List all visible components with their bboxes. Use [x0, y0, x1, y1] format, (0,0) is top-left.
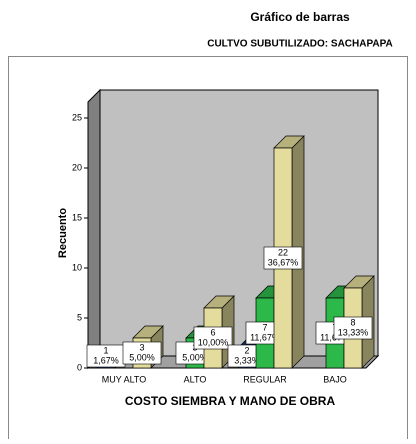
- data-label-percent: 5,00%: [129, 352, 155, 362]
- data-label-count: 3: [139, 342, 144, 352]
- data-label-box: [122, 341, 162, 365]
- x-axis-label: COSTO SIEMBRA Y MANO DE OBRA: [125, 394, 336, 408]
- y-tick-label: 25: [72, 112, 82, 122]
- data-label-percent: 11,67%: [250, 332, 280, 342]
- data-label-count: 6: [210, 327, 215, 337]
- data-label-percent: 13,33%: [338, 327, 369, 337]
- x-tick-label: ALTO: [184, 374, 207, 384]
- data-label-count: 1: [103, 345, 108, 355]
- chart-title: Gráfico de barras: [250, 10, 350, 24]
- data-label-box: [193, 326, 233, 350]
- side-wall: [87, 88, 101, 370]
- data-label-count: 7: [262, 322, 267, 332]
- data-label-box: [263, 246, 303, 270]
- data-label-percent: 5,00%: [182, 352, 208, 362]
- data-label-percent: 36,67%: [268, 257, 299, 267]
- y-tick-label: 0: [77, 362, 82, 372]
- x-tick-label: MUY ALTO: [102, 374, 147, 384]
- x-tick-label: BAJO: [323, 374, 347, 384]
- data-label-box: [333, 316, 373, 340]
- data-label-count: 22: [278, 247, 288, 257]
- y-tick-label: 15: [72, 212, 82, 222]
- data-label-percent: 10,00%: [198, 337, 229, 347]
- data-label-percent: 1,67%: [93, 355, 119, 365]
- data-label-count: 2: [244, 345, 249, 355]
- y-tick-label: 5: [77, 312, 82, 322]
- y-axis-label: Recuento: [57, 208, 69, 258]
- y-tick-label: 20: [72, 162, 82, 172]
- data-label-count: 8: [350, 317, 355, 327]
- y-tick-label: 10: [72, 262, 82, 272]
- data-label-percent: 3,33%: [234, 355, 260, 365]
- chart-subtitle: CULTVO SUBUTILIZADO: SACHAPAPA: [207, 39, 393, 50]
- x-tick-label: REGULAR: [243, 374, 287, 384]
